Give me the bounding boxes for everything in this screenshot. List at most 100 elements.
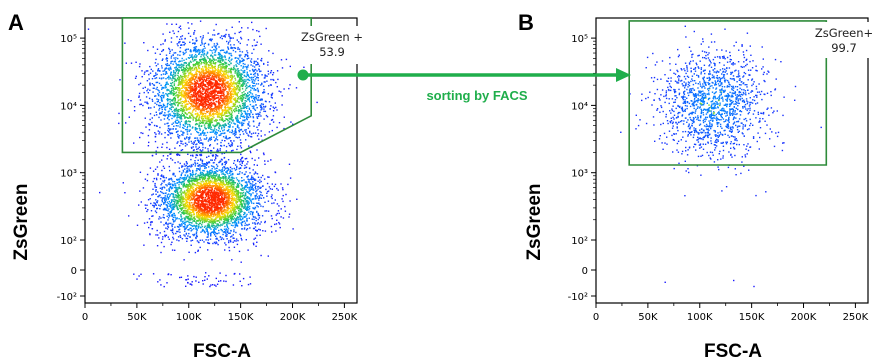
- event-dot: [199, 88, 201, 90]
- event-dot: [246, 58, 248, 60]
- event-dot: [207, 86, 209, 88]
- event-dot: [216, 116, 219, 118]
- event-dot: [213, 45, 215, 47]
- event-dot: [217, 130, 220, 132]
- event-dot: [181, 38, 183, 40]
- event-dot: [238, 31, 240, 34]
- event-dot: [146, 179, 149, 182]
- event-dot: [219, 69, 222, 72]
- event-dot: [233, 240, 236, 242]
- event-dot: [207, 84, 210, 86]
- event-dot: [198, 83, 200, 86]
- event-dot: [240, 54, 242, 56]
- event-dot: [164, 123, 166, 125]
- event-dot: [220, 201, 223, 204]
- event-dot: [188, 117, 190, 119]
- event-dot: [197, 86, 199, 88]
- event-dot: [239, 109, 241, 111]
- event-dot: [245, 188, 247, 191]
- event-dot: [119, 79, 121, 81]
- event-dot: [172, 77, 174, 80]
- event-dot: [164, 73, 167, 75]
- event-dot: [201, 225, 204, 228]
- event-dot: [224, 108, 226, 110]
- event-dot: [247, 92, 249, 94]
- event-dot: [238, 63, 240, 65]
- event-dot: [218, 79, 221, 81]
- event-dot: [200, 150, 202, 152]
- event-dot: [171, 99, 173, 101]
- event-dot: [170, 85, 173, 87]
- event-dot: [208, 87, 211, 90]
- event-dot: [170, 201, 173, 204]
- event-dot: [184, 145, 187, 147]
- event-dot: [194, 93, 196, 95]
- event-dot: [169, 133, 172, 135]
- event-dot: [155, 199, 157, 201]
- event-dot: [154, 168, 157, 170]
- event-dot: [188, 108, 190, 110]
- event-dot: [210, 137, 212, 139]
- event-dot: [241, 88, 244, 90]
- event-dot: [233, 85, 235, 87]
- event-dot: [169, 128, 171, 130]
- event-dot: [210, 40, 213, 42]
- event-dot: [155, 65, 158, 67]
- event-dot: [198, 80, 201, 82]
- event-dot: [179, 78, 181, 80]
- event-dot: [203, 120, 205, 122]
- event-dot: [216, 72, 218, 74]
- event-dot: [200, 68, 203, 70]
- event-dot: [224, 102, 226, 104]
- event-dot: [207, 69, 210, 71]
- event-dot: [227, 109, 229, 111]
- event-dot: [173, 83, 176, 85]
- event-dot: [180, 93, 183, 95]
- event-dot: [179, 84, 182, 86]
- event-dot: [212, 92, 215, 94]
- event-dot: [206, 77, 208, 80]
- event-dot: [220, 113, 222, 115]
- event-dot: [220, 99, 222, 102]
- event-dot: [220, 144, 222, 147]
- event-dot: [235, 117, 237, 120]
- event-dot: [233, 190, 236, 193]
- event-dot: [204, 119, 206, 122]
- event-dot: [196, 95, 198, 97]
- event-dot: [204, 177, 207, 179]
- event-dot: [175, 189, 177, 191]
- event-dot: [268, 186, 271, 188]
- event-dot: [227, 104, 229, 106]
- event-dot: [154, 140, 157, 143]
- event-dot: [230, 90, 232, 92]
- event-dot: [219, 130, 221, 133]
- event-dot: [183, 41, 185, 43]
- event-dot: [198, 86, 200, 88]
- event-dot: [241, 94, 243, 97]
- event-dot: [266, 75, 268, 77]
- event-dot: [168, 75, 170, 77]
- event-dot: [201, 92, 203, 94]
- event-dot: [188, 84, 190, 86]
- event-dot: [185, 94, 187, 96]
- event-dot: [232, 49, 235, 52]
- event-dot: [185, 79, 187, 82]
- event-dot: [260, 221, 262, 223]
- event-dot: [217, 57, 219, 59]
- event-dot: [200, 58, 203, 61]
- event-dot: [213, 212, 216, 214]
- event-dot: [258, 115, 260, 117]
- event-dot: [158, 194, 160, 197]
- event-dot: [181, 60, 183, 62]
- event-dot: [247, 207, 249, 209]
- event-dot: [204, 117, 207, 120]
- event-dot: [258, 68, 260, 70]
- event-dot: [240, 30, 242, 33]
- event-dot: [223, 74, 225, 76]
- event-dot: [229, 118, 231, 120]
- event-dot: [223, 90, 225, 92]
- event-dot: [177, 103, 179, 106]
- event-dot: [194, 90, 197, 92]
- event-dot: [181, 68, 183, 71]
- event-dot: [231, 105, 234, 108]
